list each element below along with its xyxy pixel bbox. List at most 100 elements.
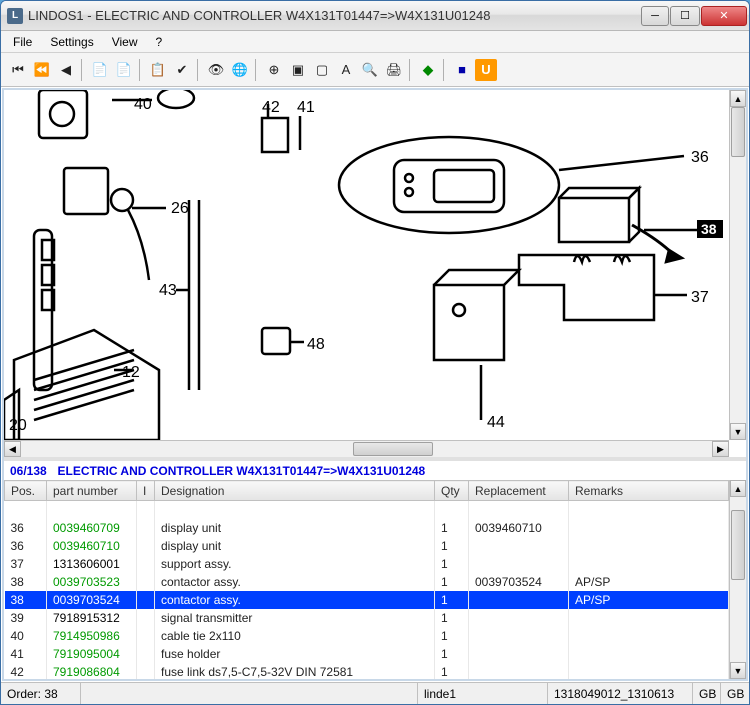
green-button[interactable]: ◆: [417, 59, 439, 81]
first-button[interactable]: ⏮: [7, 59, 29, 81]
minimize-button[interactable]: ─: [641, 6, 669, 26]
table-row[interactable]: 427919086804fuse link ds7,5-C7,5-32V DIN…: [5, 663, 729, 680]
cell-pos: 38: [5, 591, 47, 609]
diagram-pane[interactable]: 40 42 41 26 43 12 48 20 36 37 44 38 ▲ ▼ ◀ ▶: [4, 90, 746, 457]
maximize-button[interactable]: ☐: [670, 6, 700, 26]
col-qty[interactable]: Qty: [435, 481, 469, 501]
parts-list-title: 06/138 ELECTRIC AND CONTROLLER W4X131T01…: [4, 461, 746, 480]
cell-qty: 1: [435, 519, 469, 537]
table-row[interactable]: 397918915312signal transmitter1: [5, 609, 729, 627]
titlebar[interactable]: L LINDOS1 - ELECTRIC AND CONTROLLER W4X1…: [1, 1, 749, 31]
table-row[interactable]: 371313606001support assy.1: [5, 555, 729, 573]
hscroll-thumb[interactable]: [353, 442, 433, 456]
all-button[interactable]: A: [335, 59, 357, 81]
parts-diagram[interactable]: 40 42 41 26 43 12 48 20 36 37 44 38: [4, 90, 724, 457]
cell-pos: 39: [5, 609, 47, 627]
cell-des: signal transmitter: [155, 609, 435, 627]
menu-settings[interactable]: Settings: [42, 33, 101, 51]
rewind-button[interactable]: ⏪: [31, 59, 53, 81]
table-row[interactable]: 360039460710display unit1: [5, 537, 729, 555]
toolbar-separator: [443, 59, 447, 81]
col-i[interactable]: I: [137, 481, 155, 501]
cell-qty: 1: [435, 627, 469, 645]
zoomin-button[interactable]: ⊕: [263, 59, 285, 81]
cell-repl: 0039460710: [469, 519, 569, 537]
cell-rem: AP/SP: [569, 573, 729, 591]
cell-pos: 41: [5, 645, 47, 663]
copy-button[interactable]: 📋: [147, 59, 169, 81]
table-row[interactable]: 417919095004fuse holder1: [5, 645, 729, 663]
doc2-button[interactable]: 📄: [113, 59, 135, 81]
cell-des: fuse holder: [155, 645, 435, 663]
fit-button[interactable]: ▢: [311, 59, 333, 81]
col-remarks[interactable]: Remarks: [569, 481, 729, 501]
cell-repl: [469, 663, 569, 680]
diagram-label[interactable]: 43: [159, 282, 177, 299]
table-row[interactable]: 407914950986cable tie 2x1101: [5, 627, 729, 645]
cell-pn: 7919095004: [47, 645, 137, 663]
menu-file[interactable]: File: [5, 33, 40, 51]
print-button[interactable]: 🖨: [383, 59, 405, 81]
close-button[interactable]: ✕: [701, 6, 747, 26]
check-button[interactable]: ✔: [171, 59, 193, 81]
col-replacement[interactable]: Replacement: [469, 481, 569, 501]
scroll-thumb[interactable]: [731, 107, 745, 157]
scroll-left-button[interactable]: ◀: [4, 441, 21, 457]
diagram-label[interactable]: 36: [691, 149, 709, 166]
menu-view[interactable]: View: [104, 33, 146, 51]
table-scroll-up[interactable]: ▲: [730, 480, 746, 497]
scroll-right-button[interactable]: ▶: [712, 441, 729, 457]
u-button[interactable]: U: [475, 59, 497, 81]
scroll-up-button[interactable]: ▲: [730, 90, 746, 107]
cell-i: [137, 609, 155, 627]
col-partnumber[interactable]: part number: [47, 481, 137, 501]
diagram-label[interactable]: 20: [9, 417, 27, 434]
status-spacer: [81, 683, 418, 704]
col-designation[interactable]: Designation: [155, 481, 435, 501]
table-scroll-down[interactable]: ▼: [730, 662, 746, 679]
cell-i: [137, 663, 155, 680]
cell-pn: 0039703523: [47, 573, 137, 591]
diagram-label[interactable]: 37: [691, 289, 709, 306]
vertical-scrollbar[interactable]: ▲ ▼: [729, 90, 746, 440]
table-row[interactable]: 380039703523contactor assy.10039703524AP…: [5, 573, 729, 591]
blue-button[interactable]: ■: [451, 59, 473, 81]
cell-pn: 7914950986: [47, 627, 137, 645]
table-row[interactable]: 380039703524contactor assy.1AP/SP: [5, 591, 729, 609]
diagram-label[interactable]: 41: [297, 99, 315, 116]
diagram-label[interactable]: 12: [122, 364, 140, 381]
cell-des: cable tie 2x110: [155, 627, 435, 645]
cell-i: [137, 537, 155, 555]
status-order: Order: 38: [1, 683, 81, 704]
cell-i: [137, 519, 155, 537]
cell-rem: [569, 501, 729, 519]
cell-i: [137, 645, 155, 663]
zoom-button[interactable]: 🔍: [359, 59, 381, 81]
horizontal-scrollbar[interactable]: ◀ ▶: [4, 440, 729, 457]
diagram-label[interactable]: 26: [171, 200, 189, 217]
noview-button[interactable]: 👁: [205, 59, 227, 81]
diagram-label[interactable]: 48: [307, 336, 325, 353]
cell-des: display unit: [155, 519, 435, 537]
cell-i: [137, 555, 155, 573]
diagram-label[interactable]: 44: [487, 414, 505, 431]
scroll-down-button[interactable]: ▼: [730, 423, 746, 440]
table-scrollbar[interactable]: ▲ ▼: [729, 480, 746, 679]
doc1-button[interactable]: 📄: [89, 59, 111, 81]
diagram-label[interactable]: 42: [262, 99, 280, 116]
prev-button[interactable]: ◀: [55, 59, 77, 81]
table-row[interactable]: [5, 501, 729, 519]
highlighted-callout[interactable]: 38: [701, 221, 717, 237]
menu-help[interactable]: ?: [148, 33, 171, 51]
status-lang1: GB: [693, 683, 721, 704]
table-row[interactable]: 360039460709display unit10039460710: [5, 519, 729, 537]
cell-rem: [569, 519, 729, 537]
page-button[interactable]: ▣: [287, 59, 309, 81]
diagram-label[interactable]: 40: [134, 96, 152, 113]
cell-rem: AP/SP: [569, 591, 729, 609]
cell-pos: 36: [5, 519, 47, 537]
col-pos[interactable]: Pos.: [5, 481, 47, 501]
globe-button[interactable]: 🌐: [229, 59, 251, 81]
table-scroll-thumb[interactable]: [731, 510, 745, 580]
parts-table[interactable]: Pos. part number I Designation Qty Repla…: [4, 480, 729, 679]
